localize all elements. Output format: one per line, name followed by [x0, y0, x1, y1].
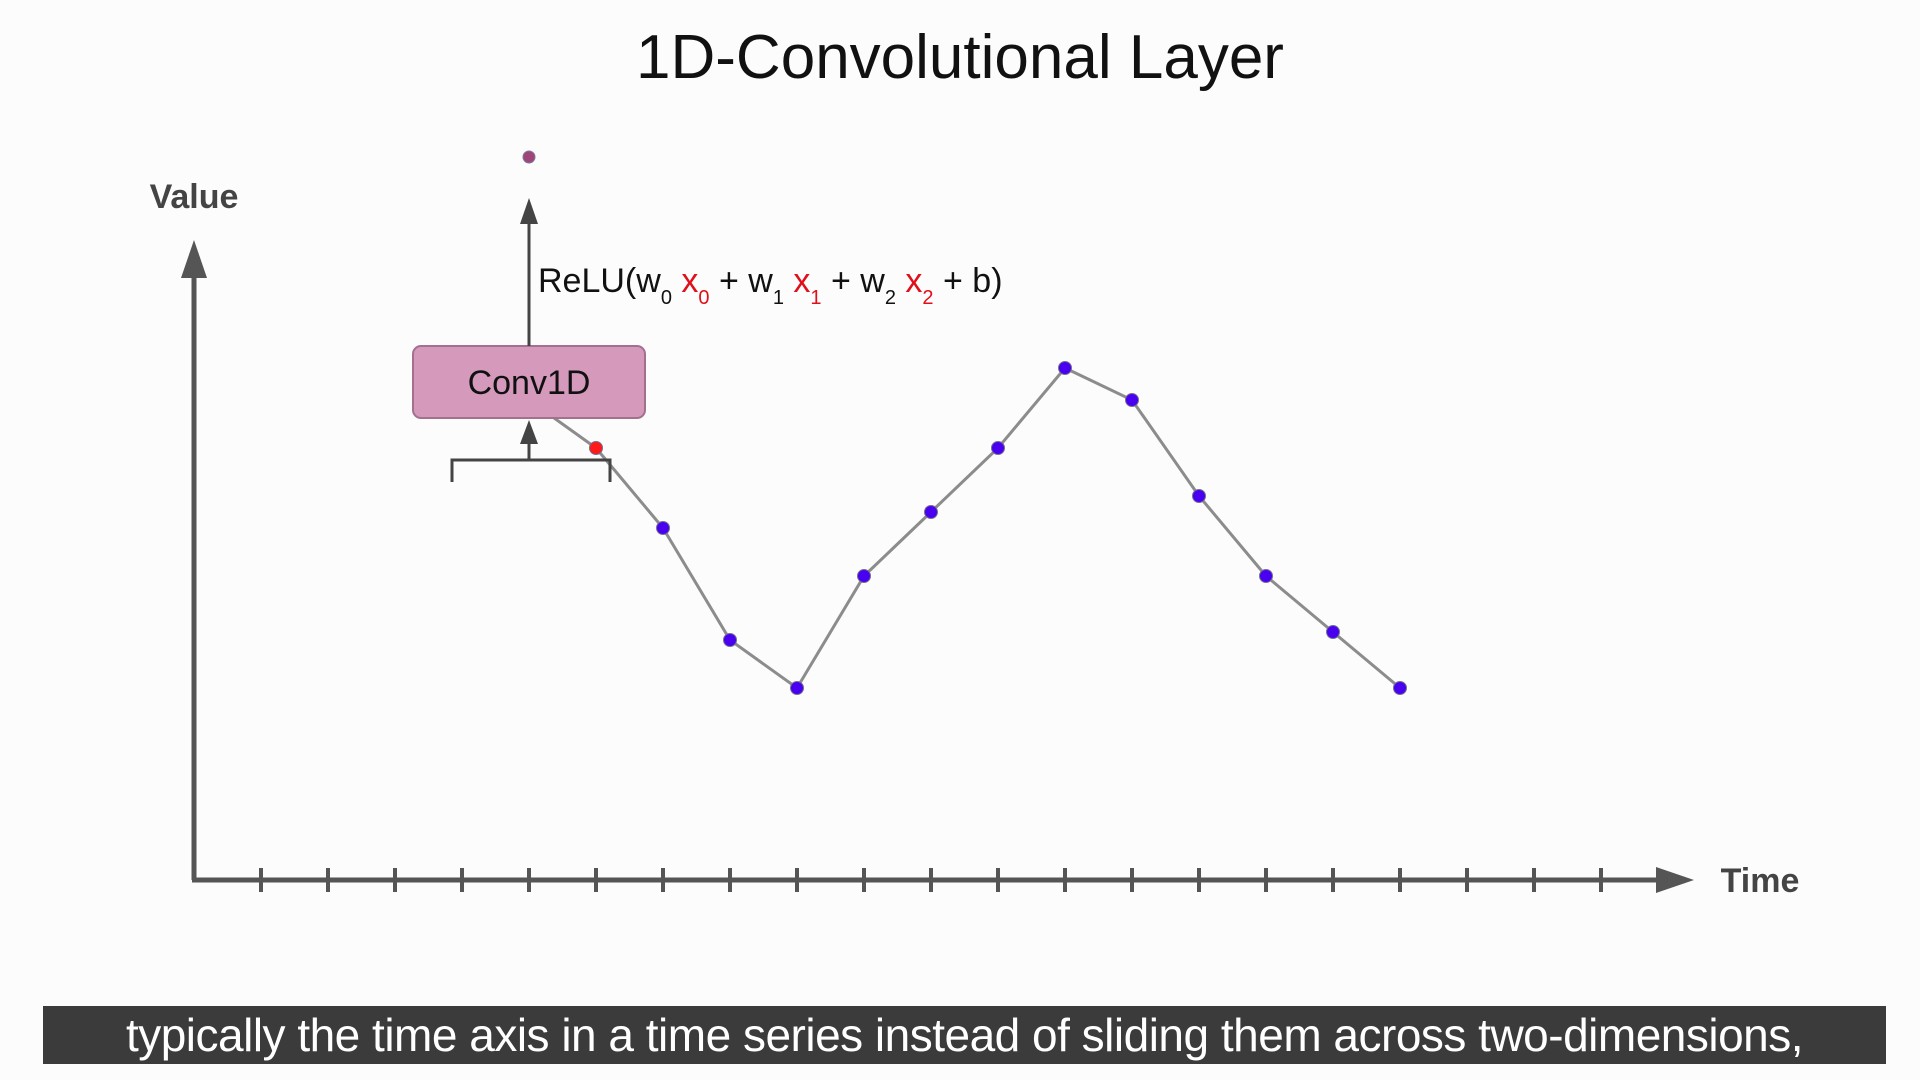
data-point	[1192, 489, 1206, 503]
data-point	[1259, 569, 1273, 583]
formula-input-subscript: 1	[810, 287, 821, 309]
data-point	[991, 441, 1005, 455]
x-axis-ticks	[259, 868, 1603, 892]
formula-input: x	[681, 262, 698, 300]
formula-weight-subscript: 0	[661, 287, 672, 309]
conv1d-box-label: Conv1D	[468, 364, 591, 402]
window-bracket	[450, 458, 612, 482]
formula-input-subscript: 2	[922, 287, 933, 309]
caption-bar: typically the time axis in a time series…	[43, 1006, 1886, 1064]
window-data-point	[589, 441, 603, 455]
formula-suffix: b)	[972, 262, 1002, 300]
data-point	[790, 681, 804, 695]
x-axis-arrowhead-icon	[1656, 867, 1694, 893]
formula-input: x	[793, 262, 810, 300]
data-point	[857, 569, 871, 583]
formula-space	[896, 262, 905, 300]
arrow-out-of-conv-head-icon	[520, 198, 538, 224]
formula-joiner: +	[822, 262, 861, 300]
formula-space	[672, 262, 681, 300]
data-point	[1058, 361, 1072, 375]
x-axis-label: Time	[1721, 862, 1800, 900]
data-point	[1393, 681, 1407, 695]
formula-weight: w	[859, 262, 885, 300]
data-point	[1125, 393, 1139, 407]
data-point	[924, 505, 938, 519]
formula-joiner: +	[710, 262, 749, 300]
formula-input-subscript: 0	[698, 287, 709, 309]
formula-joiner: +	[934, 262, 973, 300]
formula-weight-subscript: 2	[885, 287, 896, 309]
y-axis-arrowhead-icon	[181, 240, 207, 278]
output-point	[522, 150, 536, 164]
formula-prefix: ReLU(	[538, 262, 637, 300]
formula-weight-subscript: 1	[773, 287, 784, 309]
formula-weight: w	[635, 262, 661, 300]
formula-space	[784, 262, 793, 300]
data-point	[656, 521, 670, 535]
slide-title: 1D-Convolutional Layer	[636, 23, 1284, 92]
relu-formula: ReLU(w0 x0 + w1 x1 + w2 x2 + b)	[538, 262, 1003, 309]
caption-text: typically the time axis in a time series…	[125, 1009, 1804, 1061]
formula-input: x	[905, 262, 922, 300]
data-point	[723, 633, 737, 647]
data-point	[1326, 625, 1340, 639]
arrow-into-conv-head-icon	[520, 420, 538, 444]
y-axis-label: Value	[150, 178, 239, 216]
formula-weight: w	[747, 262, 773, 300]
